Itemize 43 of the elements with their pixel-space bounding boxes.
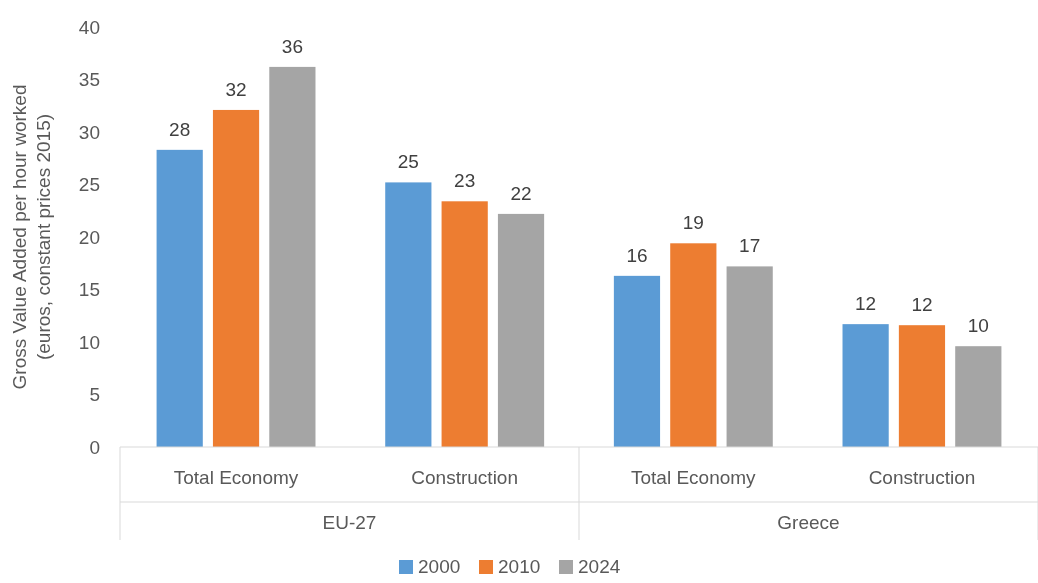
x-tick-label: Total Economy <box>631 467 757 488</box>
bar <box>726 266 773 447</box>
legend-label: 2000 <box>418 556 461 577</box>
bar <box>955 346 1002 447</box>
bar <box>441 201 488 447</box>
bar <box>269 66 316 447</box>
bar <box>613 275 661 447</box>
bar <box>898 325 946 447</box>
data-label: 10 <box>967 315 989 337</box>
data-label: 12 <box>911 294 933 316</box>
y-tick-label: 15 <box>78 279 100 301</box>
y-tick-label: 40 <box>78 16 100 38</box>
x-tick-label: Construction <box>868 467 976 488</box>
data-label: 28 <box>169 118 191 140</box>
data-label: 16 <box>626 244 648 266</box>
bar <box>156 149 203 447</box>
data-label: 17 <box>739 235 761 257</box>
data-label: 22 <box>510 182 532 204</box>
y-axis-title: Gross Value Added per hour worked (euros, constant prices 2015) <box>9 84 54 390</box>
bar <box>385 182 432 447</box>
bar <box>842 324 889 447</box>
y-tick-label: 0 <box>89 436 100 458</box>
data-label: 36 <box>281 35 303 57</box>
data-label: 23 <box>454 170 476 192</box>
y-tick-label: 25 <box>78 174 100 196</box>
text: EU-27 <box>322 512 377 533</box>
y-tick-label: 20 <box>78 226 100 248</box>
y-tick-label: 5 <box>89 384 100 406</box>
y-tick-label: 10 <box>78 331 100 353</box>
x-tick-label: Construction <box>411 467 519 488</box>
data-label: 12 <box>855 293 877 315</box>
text: Greece <box>777 512 840 533</box>
bar <box>497 213 545 447</box>
x-tick-label: Total Economy <box>173 467 299 488</box>
legend-label: 2010 <box>498 556 541 577</box>
data-label: 25 <box>397 151 419 173</box>
y-tick-label: 30 <box>78 121 100 143</box>
data-label: 19 <box>682 212 704 234</box>
data-label: 32 <box>225 78 247 100</box>
bar <box>670 243 717 447</box>
y-tick-label: 35 <box>78 69 100 91</box>
bar <box>212 109 260 447</box>
legend-label: 2024 <box>578 556 621 577</box>
